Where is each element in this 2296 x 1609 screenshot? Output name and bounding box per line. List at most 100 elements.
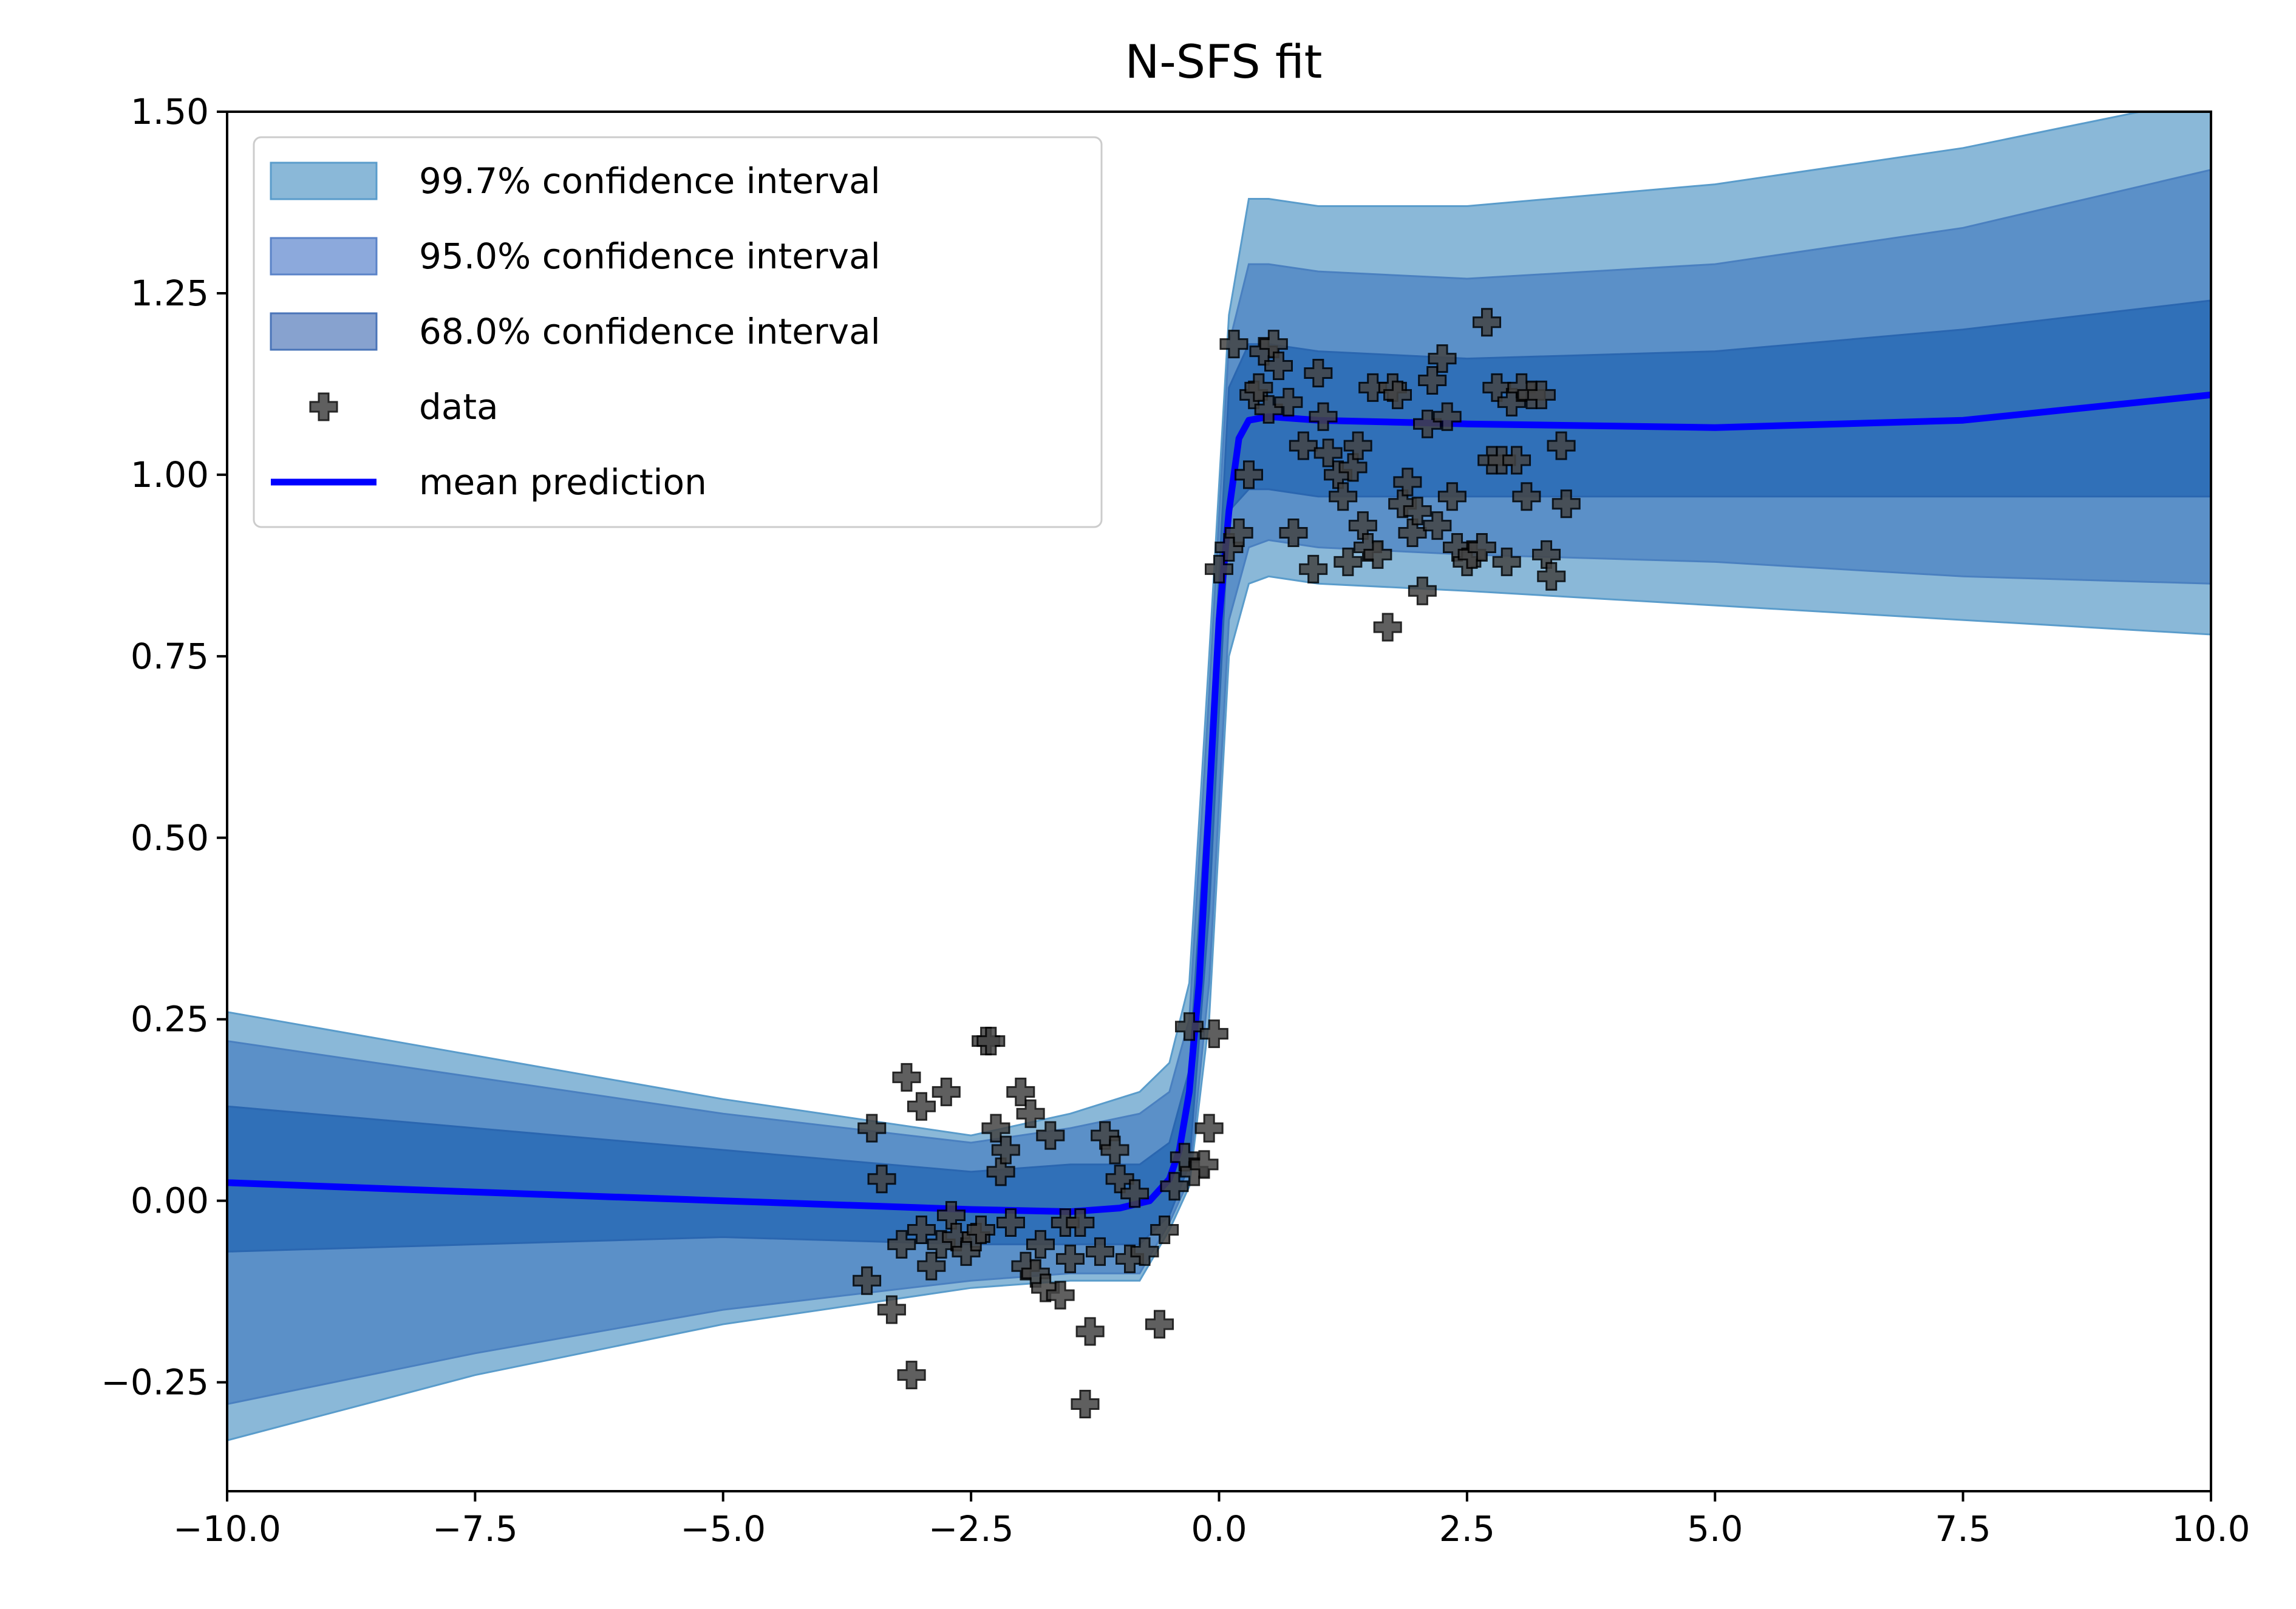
- x-tick-label: −5.0: [680, 1508, 766, 1549]
- data-point: [1304, 358, 1333, 387]
- x-tick-label: 5.0: [1687, 1508, 1743, 1549]
- legend-band-swatch: [270, 237, 378, 276]
- data-point: [892, 1063, 921, 1092]
- y-tick-label: 1.25: [131, 273, 209, 314]
- y-tick-label: −0.25: [101, 1362, 209, 1403]
- data-point: [1031, 1273, 1060, 1302]
- data-point: [1199, 1019, 1228, 1049]
- y-tick-label: 0.75: [131, 636, 209, 677]
- data-point: [1289, 431, 1318, 460]
- x-tick-label: 2.5: [1439, 1508, 1495, 1549]
- x-axis: −10.0 −7.5 −5.0 −2.5 0.0 2.5 5.0 7.5 10.0: [173, 1491, 2250, 1549]
- x-tick-label: 10.0: [2172, 1508, 2250, 1549]
- legend-label: 95.0% confidence interval: [419, 236, 881, 277]
- data-point: [1408, 576, 1437, 605]
- data-point: [1552, 489, 1581, 519]
- y-axis: −0.25 0.00 0.25 0.50 0.75 1.00 1.25 1.50: [101, 91, 227, 1403]
- legend: 99.7% confidence interval 95.0% confidenc…: [253, 136, 1103, 528]
- data-point: [966, 1216, 995, 1245]
- data-point: [1075, 1317, 1105, 1346]
- data-point: [932, 1077, 961, 1106]
- data-point: [1085, 1237, 1114, 1266]
- data-point: [1512, 482, 1541, 511]
- data-point: [1235, 460, 1263, 489]
- data-point: [917, 1251, 946, 1281]
- legend-label: data: [419, 386, 499, 427]
- data-point: [1194, 1114, 1224, 1143]
- data-point: [1160, 1172, 1189, 1201]
- legend-label: 68.0% confidence interval: [419, 311, 881, 352]
- y-tick-label: 0.00: [131, 1180, 209, 1222]
- data-point: [1432, 402, 1462, 431]
- x-tick-label: 7.5: [1935, 1508, 1991, 1549]
- data-point: [1100, 1135, 1129, 1165]
- data-point: [1437, 482, 1467, 511]
- legend-band-swatch: [270, 312, 378, 351]
- data-point: [1279, 519, 1308, 548]
- data-point: [1016, 1099, 1045, 1128]
- data-point: [1130, 1237, 1159, 1266]
- data-point: [1254, 395, 1283, 424]
- data-point: [1334, 547, 1363, 576]
- data-point: [1418, 366, 1447, 395]
- data-point: [1026, 1230, 1055, 1259]
- legend-data-marker: [309, 392, 338, 421]
- data-point: [1190, 1150, 1219, 1179]
- data-point: [1467, 532, 1496, 562]
- data-point: [1309, 402, 1338, 431]
- data-point: [1423, 511, 1452, 540]
- data-point: [1150, 1216, 1179, 1245]
- data-point: [1343, 431, 1372, 460]
- data-point: [1205, 554, 1233, 583]
- data-point: [1363, 540, 1392, 569]
- confidence-band-3: [227, 299, 2211, 1253]
- data-point: [976, 1027, 1006, 1056]
- data-point: [907, 1216, 936, 1245]
- data-point: [1066, 1208, 1095, 1237]
- data-point: [1120, 1179, 1150, 1208]
- data-point: [1428, 344, 1457, 373]
- x-tick-label: −7.5: [432, 1508, 518, 1549]
- data-point: [1388, 489, 1417, 519]
- data-point: [1358, 373, 1388, 402]
- data-point: [907, 1092, 936, 1121]
- mean-prediction-line: [227, 391, 2211, 1216]
- data-point: [1145, 1310, 1174, 1339]
- data-point: [1274, 387, 1303, 417]
- data-point: [1398, 519, 1427, 548]
- data-point: [1299, 554, 1328, 583]
- data-point: [1224, 519, 1253, 548]
- x-tick-label: −2.5: [928, 1508, 1014, 1549]
- data-point: [1403, 497, 1432, 526]
- y-tick-label: 1.00: [131, 454, 209, 495]
- data-point: [991, 1135, 1020, 1165]
- data-point: [996, 1208, 1025, 1237]
- y-tick-label: 1.50: [131, 91, 209, 132]
- data-point: [853, 1266, 882, 1295]
- data-point: [1413, 409, 1442, 438]
- data-point: [857, 1114, 887, 1143]
- x-tick-label: −10.0: [173, 1508, 281, 1549]
- y-tick-label: 0.25: [131, 999, 209, 1040]
- x-tick-label: 0.0: [1191, 1508, 1247, 1549]
- legend-label: 99.7% confidence interval: [419, 160, 881, 202]
- data-point: [1473, 308, 1502, 337]
- data-point: [1174, 1012, 1204, 1041]
- data-point: [1329, 482, 1358, 511]
- data-point: [1383, 380, 1412, 409]
- data-point: [1502, 446, 1531, 475]
- legend-label: mean prediction: [419, 461, 707, 503]
- data-point: [877, 1295, 906, 1324]
- data-point: [1373, 613, 1402, 642]
- data-point: [986, 1157, 1015, 1186]
- data-point: [1492, 547, 1521, 576]
- data-point: [867, 1165, 896, 1194]
- data-point: [1046, 1281, 1075, 1310]
- data-point: [1527, 380, 1556, 409]
- data-point: [1264, 352, 1293, 381]
- data-point: [887, 1230, 916, 1259]
- data-point: [1055, 1244, 1085, 1273]
- data-point: [1036, 1121, 1065, 1150]
- legend-band-swatch: [270, 162, 378, 200]
